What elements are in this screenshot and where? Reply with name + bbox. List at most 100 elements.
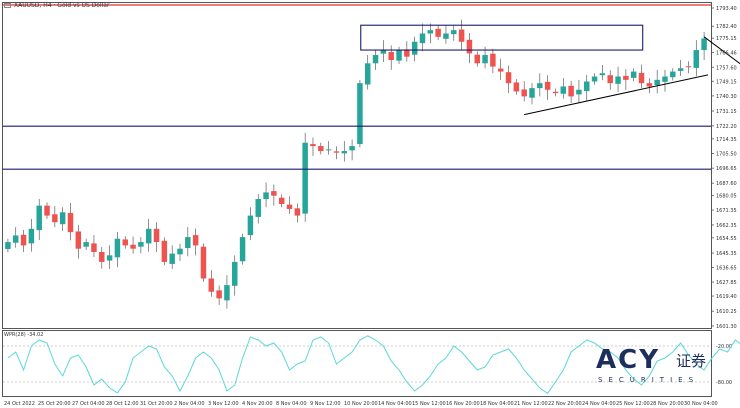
- candle: [349, 139, 355, 161]
- candle: [122, 236, 128, 249]
- candle: [106, 245, 113, 269]
- resistance-box: [360, 24, 644, 51]
- candle: [239, 233, 246, 265]
- candle: [427, 23, 434, 44]
- candle: [646, 78, 653, 94]
- price-tick-label: 1645.35: [716, 251, 737, 257]
- price-tick-label: 1619.40: [716, 294, 737, 300]
- candle: [372, 50, 379, 70]
- candle: [192, 228, 199, 256]
- price-tick-label: 1671.35: [716, 208, 737, 214]
- price-tick-label: 1601.30: [716, 324, 737, 330]
- price-tick-label: 1636.65: [716, 265, 737, 271]
- time-tick-label: 31 Oct 20:00: [140, 401, 173, 407]
- candle: [130, 236, 136, 254]
- candle: [200, 243, 207, 282]
- price-tick-label: 1680.05: [716, 194, 737, 200]
- time-tick-label: 25 Nov 12:00: [616, 401, 650, 407]
- candle: [701, 31, 707, 60]
- candle: [443, 25, 449, 44]
- acy-logo: ACY 证券 SECURITIES: [596, 346, 714, 388]
- price-tick-label: 1610.25: [716, 309, 737, 315]
- logo-sub-text: SECURITIES: [598, 376, 700, 384]
- price-tick-label: 1705.50: [716, 152, 737, 158]
- wpr-line: [7, 335, 740, 395]
- candle: [537, 73, 543, 97]
- candle: [560, 78, 567, 99]
- time-tick-label: 14 Nov 04:00: [378, 401, 412, 407]
- candle: [474, 51, 480, 67]
- price-tick-label: 1654.55: [716, 236, 737, 242]
- candle: [451, 25, 457, 41]
- time-tick-label: 28 Oct 12:00: [106, 401, 139, 407]
- candle: [153, 222, 160, 253]
- price-tick-label: 1722.20: [716, 124, 737, 130]
- time-tick-label: 8 Nov 04:00: [276, 401, 307, 407]
- time-tick-label: 27 Oct 04:00: [72, 401, 105, 407]
- candle: [20, 229, 27, 253]
- candle: [505, 65, 512, 94]
- candle: [693, 40, 700, 77]
- price-tick-label: 1740.30: [716, 94, 737, 100]
- candle: [357, 79, 363, 148]
- candle: [99, 247, 105, 269]
- candle: [584, 74, 590, 102]
- price-tick-label: 1766.46: [716, 51, 737, 57]
- candle: [28, 218, 35, 252]
- time-axis: 24 Oct 2022 25 Oct 20:00 27 Oct 04:00 28 Oc…: [4, 401, 718, 407]
- candle: [435, 25, 441, 41]
- candle: [52, 205, 58, 228]
- time-tick-label: 3 Nov 12:00: [208, 401, 239, 407]
- time-tick-label: 4 Nov 20:00: [242, 401, 273, 407]
- candle: [224, 275, 230, 309]
- candle: [145, 218, 152, 252]
- projection-arrow: [703, 36, 740, 65]
- candle: [114, 232, 121, 268]
- logo-main-text: ACY: [596, 345, 661, 375]
- price-tick-label: 1775.15: [716, 36, 737, 42]
- candle: [177, 243, 183, 261]
- indicator-border: [2, 330, 712, 397]
- price-tick-label: 1714.35: [716, 137, 737, 143]
- indicator-label: WPR(28) -34.02: [4, 332, 44, 338]
- candle: [497, 58, 504, 80]
- candle: [623, 69, 629, 90]
- candle: [654, 69, 660, 94]
- price-tick-label: 1782.40: [716, 24, 737, 30]
- candle: [380, 40, 387, 62]
- candle: [458, 19, 465, 51]
- chart-menu-icon[interactable]: [4, 3, 11, 8]
- candle: [5, 238, 11, 253]
- wpr-level-label: -80.00: [716, 380, 732, 386]
- candle: [615, 66, 621, 93]
- overlays-group: [2, 24, 740, 170]
- candle: [247, 207, 254, 241]
- candle: [677, 59, 684, 76]
- time-tick-label: 9 Nov 12:00: [310, 401, 341, 407]
- candle: [576, 79, 582, 103]
- candle: [591, 73, 598, 85]
- candle: [419, 23, 426, 52]
- candle: [59, 207, 66, 231]
- time-tick-label: 28 Nov 20:00: [650, 401, 684, 407]
- candle: [490, 48, 496, 74]
- candle: [662, 69, 668, 92]
- price-tick-label: 1627.85: [716, 280, 737, 286]
- price-axis: 1793.40 1782.40 1775.15 1766.46 1757.60 1749.…: [711, 6, 737, 330]
- candle: [91, 235, 97, 257]
- price-tick-label: 1757.60: [716, 65, 737, 71]
- price-tick-label: 1696.65: [716, 166, 737, 172]
- time-tick-label: 10 Nov 20:00: [344, 401, 378, 407]
- wpr-level-label: -20.00: [716, 344, 732, 350]
- candle: [161, 237, 168, 266]
- time-tick-label: 25 Oct 20:00: [38, 401, 71, 407]
- candle: [685, 61, 692, 74]
- symbol-title: XAUUSD, H4 · Gold vs US Dollar: [14, 2, 110, 9]
- candle: [263, 182, 269, 208]
- candle: [302, 132, 308, 222]
- candle: [607, 70, 613, 90]
- candles-group: [5, 19, 707, 309]
- candle: [286, 196, 293, 214]
- candle: [310, 137, 316, 156]
- time-tick-label: 24 Oct 2022: [4, 401, 35, 407]
